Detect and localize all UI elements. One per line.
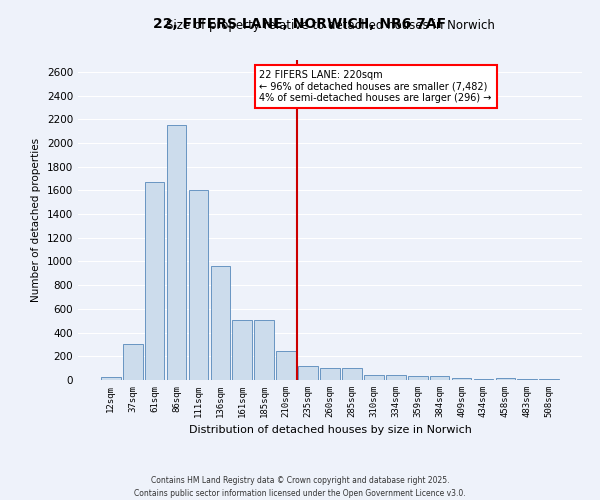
- Bar: [320, 368, 340, 380]
- Bar: [254, 320, 274, 380]
- Bar: [342, 368, 362, 380]
- Bar: [364, 374, 384, 380]
- Bar: [188, 190, 208, 380]
- Y-axis label: Number of detached properties: Number of detached properties: [31, 138, 41, 302]
- Bar: [496, 378, 515, 380]
- X-axis label: Distribution of detached houses by size in Norwich: Distribution of detached houses by size …: [188, 426, 472, 436]
- Bar: [123, 344, 143, 380]
- Bar: [452, 378, 472, 380]
- Text: 22, FIFERS LANE, NORWICH, NR6 7AF: 22, FIFERS LANE, NORWICH, NR6 7AF: [154, 18, 446, 32]
- Bar: [386, 374, 406, 380]
- Bar: [167, 125, 187, 380]
- Bar: [232, 320, 252, 380]
- Title: Size of property relative to detached houses in Norwich: Size of property relative to detached ho…: [166, 20, 494, 32]
- Bar: [211, 266, 230, 380]
- Text: 22 FIFERS LANE: 220sqm
← 96% of detached houses are smaller (7,482)
4% of semi-d: 22 FIFERS LANE: 220sqm ← 96% of detached…: [259, 70, 492, 103]
- Bar: [298, 366, 318, 380]
- Bar: [276, 351, 296, 380]
- Bar: [539, 379, 559, 380]
- Text: Contains HM Land Registry data © Crown copyright and database right 2025.
Contai: Contains HM Land Registry data © Crown c…: [134, 476, 466, 498]
- Bar: [430, 376, 449, 380]
- Bar: [145, 182, 164, 380]
- Bar: [101, 377, 121, 380]
- Bar: [408, 376, 428, 380]
